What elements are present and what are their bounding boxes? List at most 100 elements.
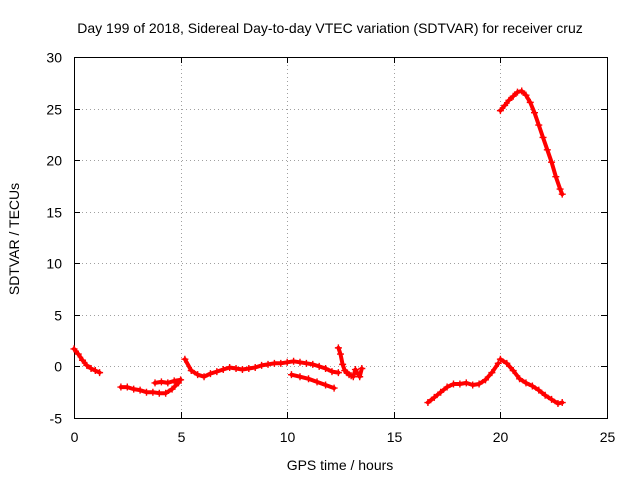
data-point bbox=[79, 356, 87, 364]
data-point bbox=[558, 399, 566, 407]
data-point bbox=[443, 383, 451, 391]
data-point bbox=[556, 185, 564, 193]
data-point bbox=[226, 363, 234, 371]
x-axis-label: GPS time / hours bbox=[287, 457, 394, 473]
data-point bbox=[496, 107, 504, 115]
data-point bbox=[315, 362, 323, 370]
data-point bbox=[358, 364, 366, 372]
data-point bbox=[503, 359, 511, 367]
ticks-layer: 0 5 10 15 20 25 -5 0 5 10 15 20 25 30 bbox=[46, 50, 615, 446]
data-point bbox=[543, 146, 551, 154]
data-point bbox=[296, 358, 304, 366]
data-point bbox=[554, 400, 562, 408]
data-point bbox=[296, 373, 304, 381]
data-point bbox=[151, 379, 159, 387]
y-tick-label: 0 bbox=[54, 359, 62, 375]
data-point bbox=[245, 364, 253, 372]
data-point bbox=[449, 380, 457, 388]
data-point bbox=[74, 350, 82, 358]
data-point bbox=[142, 388, 150, 396]
data-point bbox=[283, 358, 291, 366]
data-point bbox=[170, 377, 178, 385]
data-point bbox=[270, 359, 278, 367]
y-tick-label: 25 bbox=[46, 102, 62, 118]
data-point bbox=[258, 361, 266, 369]
data-point bbox=[522, 379, 530, 387]
x-tick-label: 15 bbox=[387, 429, 403, 445]
data-point bbox=[238, 366, 246, 374]
data-point bbox=[96, 369, 104, 377]
data-point bbox=[277, 359, 285, 367]
data-point bbox=[91, 367, 99, 375]
data-point bbox=[339, 360, 347, 368]
x-tick-label: 25 bbox=[600, 429, 616, 445]
data-point bbox=[430, 393, 438, 401]
data-point bbox=[535, 386, 543, 394]
data-point bbox=[334, 344, 342, 352]
data-point bbox=[505, 96, 513, 104]
data-point bbox=[136, 386, 144, 394]
data-point bbox=[469, 381, 477, 389]
data-point bbox=[548, 158, 556, 166]
data-point bbox=[337, 350, 344, 358]
data-point bbox=[437, 388, 445, 396]
data-point bbox=[70, 345, 78, 353]
data-point bbox=[290, 357, 298, 365]
data-point bbox=[475, 380, 483, 388]
data-point bbox=[424, 399, 432, 407]
data-point bbox=[123, 383, 131, 391]
data-point bbox=[349, 373, 357, 381]
data-point bbox=[541, 391, 549, 399]
data-point bbox=[535, 121, 543, 129]
data-point bbox=[194, 371, 202, 379]
data-point bbox=[232, 364, 240, 372]
data-point bbox=[501, 101, 509, 109]
data-point bbox=[162, 389, 170, 397]
y-tick-label: 15 bbox=[46, 205, 62, 221]
data-point bbox=[313, 378, 321, 386]
data-point bbox=[528, 382, 536, 390]
data-point bbox=[251, 363, 259, 371]
data-point bbox=[213, 368, 221, 376]
data-point bbox=[164, 379, 172, 387]
data-point bbox=[548, 395, 556, 403]
data-point bbox=[539, 133, 547, 141]
data-point bbox=[496, 355, 504, 363]
data-point bbox=[328, 368, 336, 376]
data-point bbox=[219, 366, 227, 374]
data-point bbox=[516, 375, 524, 383]
data-point bbox=[513, 88, 521, 96]
data-point bbox=[200, 373, 208, 381]
x-tick-label: 20 bbox=[493, 429, 509, 445]
x-tick-label: 10 bbox=[280, 429, 296, 445]
y-tick-label: 5 bbox=[54, 308, 62, 324]
y-tick-label: 20 bbox=[46, 153, 62, 169]
data-point bbox=[177, 376, 185, 384]
chart-title: Day 199 of 2018, Sidereal Day-to-day VTE… bbox=[77, 20, 583, 36]
data-point bbox=[187, 367, 195, 375]
grid-layer bbox=[74, 57, 607, 418]
data-point bbox=[130, 385, 138, 393]
data-point bbox=[481, 376, 489, 384]
data-point bbox=[302, 359, 310, 367]
plot-frame bbox=[74, 57, 608, 419]
data-point bbox=[518, 87, 526, 95]
data-point bbox=[83, 361, 91, 369]
data-point bbox=[330, 384, 338, 392]
data-point bbox=[155, 389, 163, 397]
data-point bbox=[456, 380, 464, 388]
data-point bbox=[334, 369, 342, 377]
data-point bbox=[509, 92, 517, 100]
data-point bbox=[322, 381, 330, 389]
y-tick-label: 10 bbox=[46, 256, 62, 272]
data-point bbox=[287, 371, 295, 379]
y-axis-label: SDTVAR / TECUs bbox=[6, 183, 22, 295]
data-point bbox=[488, 369, 496, 377]
data-point bbox=[494, 359, 502, 367]
data-point bbox=[509, 367, 517, 375]
data-point bbox=[309, 360, 317, 368]
data-point bbox=[157, 378, 165, 386]
data-point bbox=[305, 375, 313, 383]
